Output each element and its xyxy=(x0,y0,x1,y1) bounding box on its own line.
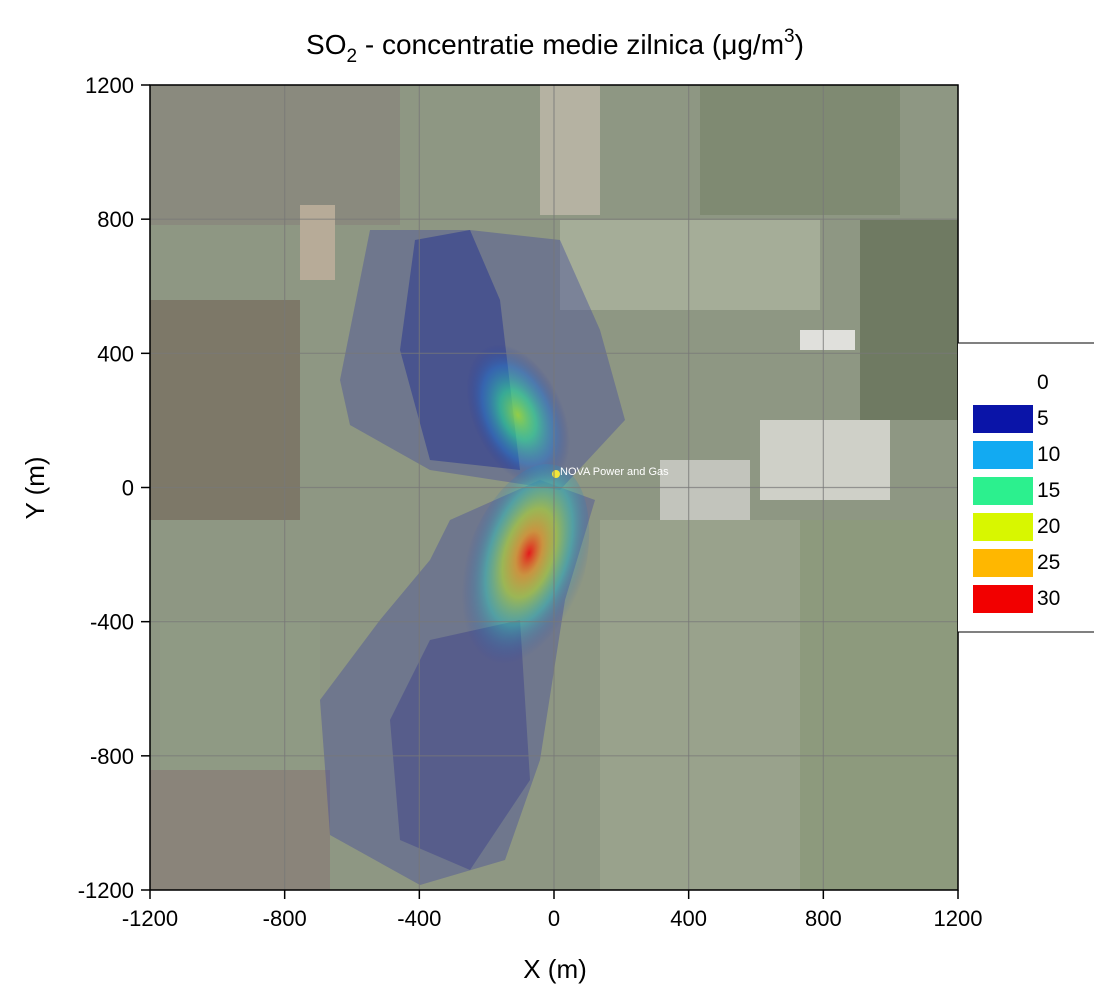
legend: 0 5 10 15 20 25 30 xyxy=(958,343,1094,632)
y-tick-label: -800 xyxy=(90,744,134,769)
legend-swatch xyxy=(973,549,1033,577)
x-tick-label: -800 xyxy=(263,906,307,931)
title-part: SO xyxy=(306,29,346,60)
chart: NOVA Power and Gas -1200 -800 -400 0 400 800 1… xyxy=(0,0,1094,992)
legend-label: 25 xyxy=(1037,551,1060,574)
legend-swatch xyxy=(973,585,1033,613)
chart-title: SO2 - concentratie medie zilnica (μg/m3) xyxy=(306,26,804,67)
y-tick-label: 400 xyxy=(97,341,134,366)
y-axis-label: Y (m) xyxy=(20,456,50,519)
annotation: NOVA Power and Gas xyxy=(560,466,669,478)
legend-label: 5 xyxy=(1037,407,1049,430)
legend-swatch xyxy=(973,441,1033,469)
title-part: - concentratie medie zilnica (μg/m xyxy=(357,29,784,60)
x-tick-label: -1200 xyxy=(122,906,178,931)
y-tick-label: 0 xyxy=(122,476,134,501)
y-tick-label: 800 xyxy=(97,207,134,232)
legend-label: 10 xyxy=(1037,443,1060,466)
y-tick-label: -1200 xyxy=(78,878,134,903)
legend-swatch xyxy=(973,405,1033,433)
title-part: ) xyxy=(795,29,804,60)
y-tick-label: 1200 xyxy=(85,73,134,98)
x-axis-label: X (m) xyxy=(523,954,587,984)
y-tick-label: -400 xyxy=(90,610,134,635)
legend-swatch xyxy=(973,513,1033,541)
title-subscript: 2 xyxy=(347,46,358,67)
x-tick-label: 800 xyxy=(805,906,842,931)
legend-label: 0 xyxy=(1037,371,1049,394)
title-superscript: 3 xyxy=(784,26,795,47)
x-tick-label: 400 xyxy=(670,906,707,931)
legend-label: 30 xyxy=(1037,587,1060,610)
legend-swatch xyxy=(973,477,1033,505)
legend-label: 20 xyxy=(1037,515,1060,538)
x-tick-label: -400 xyxy=(397,906,441,931)
x-tick-label: 0 xyxy=(548,906,560,931)
legend-label: 15 xyxy=(1037,479,1060,502)
x-tick-label: 1200 xyxy=(934,906,983,931)
